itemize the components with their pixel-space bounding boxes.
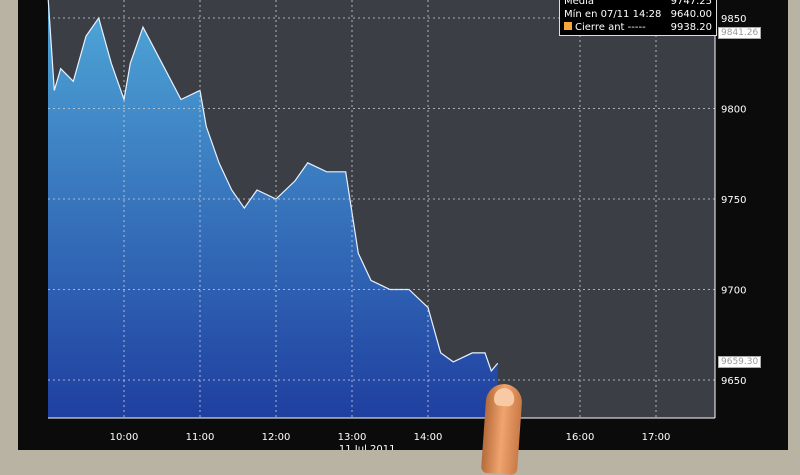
y-tick-label: 9800 <box>721 105 746 116</box>
area-fill <box>48 0 498 418</box>
monitor-screen: 9650 9700 9750 9800 9850 10:00 11:00 12:00 13:00… <box>18 0 788 450</box>
legend: Media 9747.25 Mín en 07/11 14:28 9640.00 C… <box>559 0 717 36</box>
legend-row-media: Media 9747.25 <box>564 0 712 7</box>
legend-row-min: Mín en 07/11 14:28 9640.00 <box>564 9 712 20</box>
series-line <box>47 0 499 373</box>
x-tick-label: 17:00 <box>642 432 671 443</box>
y-tick-label: 9700 <box>721 286 746 297</box>
x-tick-label: 13:00 <box>338 432 367 443</box>
y-tick-label: 9650 <box>721 376 746 387</box>
finger <box>480 382 524 475</box>
swatch-icon <box>564 22 572 30</box>
x-axis-label: 11 Jul 2011 <box>339 444 396 450</box>
x-tick-label: 14:00 <box>414 432 443 443</box>
x-tick-label: 11:00 <box>186 432 215 443</box>
price-tag-last: 9659.30 <box>718 356 762 368</box>
y-tick-label: 9750 <box>721 195 746 206</box>
y-tick-label: 9850 <box>721 14 746 25</box>
x-tick-label: 16:00 <box>566 432 595 443</box>
x-tick-label: 12:00 <box>262 432 291 443</box>
chart: 9650 9700 9750 9800 9850 10:00 11:00 12:00 13:00… <box>47 0 746 450</box>
x-tick-label: 10:00 <box>110 432 139 443</box>
legend-row-close: Cierre ant ----- 9938.20 <box>564 21 712 34</box>
price-tag-high: 9841.26 <box>718 27 762 39</box>
